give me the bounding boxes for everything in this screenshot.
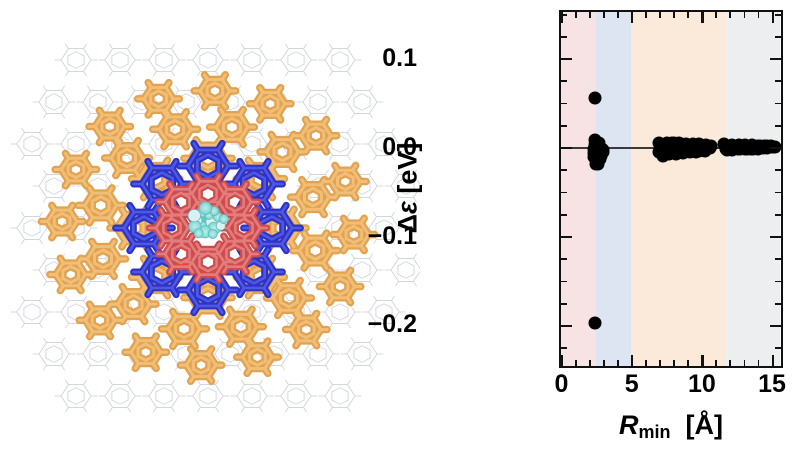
molecule-render xyxy=(10,43,420,413)
y-minor-tick-right xyxy=(775,280,781,283)
x-minor-tick-top xyxy=(687,12,690,18)
x-minor-tick xyxy=(743,360,746,366)
y-major-tick xyxy=(561,58,572,61)
x-major-tick xyxy=(701,355,704,366)
data-point xyxy=(704,139,718,153)
y-major-tick xyxy=(561,324,572,328)
x-minor-tick-top xyxy=(757,12,760,18)
x-minor-tick xyxy=(729,360,732,366)
x-minor-tick-top xyxy=(743,12,746,18)
x-major-tick-top xyxy=(561,12,564,23)
x-minor-tick-top xyxy=(729,12,732,18)
x-tick-label: 5 xyxy=(624,370,639,398)
y-minor-tick-right xyxy=(775,347,781,349)
x-major-tick xyxy=(631,355,634,366)
y-minor-tick xyxy=(561,36,567,38)
x-minor-tick-top xyxy=(617,12,619,18)
band-core xyxy=(561,12,597,366)
band-environment xyxy=(725,12,780,366)
y-minor-tick xyxy=(561,169,567,172)
data-point xyxy=(588,316,602,330)
x-minor-tick-top xyxy=(575,12,577,18)
x-minor-tick-top xyxy=(659,12,662,18)
y-minor-tick xyxy=(561,347,567,349)
x-tick-label: 10 xyxy=(687,370,716,398)
y-minor-tick xyxy=(561,258,567,261)
y-minor-tick xyxy=(561,302,567,305)
y-minor-tick xyxy=(561,102,567,105)
y-tick-label: −0.2 xyxy=(367,310,417,339)
scatter-plot-panel: 0.1 0.0 −0.1 −0.2 0 5 10 15 Δε [eV] Rmin [Å] xyxy=(368,0,800,455)
x-minor-tick xyxy=(673,360,676,366)
y-major-tick-right xyxy=(770,147,781,150)
y-minor-tick-right xyxy=(775,213,781,216)
y-minor-tick-right xyxy=(775,124,781,127)
x-minor-tick xyxy=(603,360,605,366)
x-minor-tick xyxy=(617,360,619,366)
x-axis-title: Rmin [Å] xyxy=(619,410,723,442)
x-minor-tick xyxy=(687,360,690,366)
data-point xyxy=(596,143,610,157)
data-point xyxy=(589,157,603,171)
y-minor-tick xyxy=(561,124,567,127)
x-minor-tick xyxy=(715,360,718,366)
y-minor-tick xyxy=(561,13,567,16)
x-tick-label: 0 xyxy=(554,370,569,398)
y-major-tick-right xyxy=(770,58,781,61)
y-minor-tick-right xyxy=(775,302,781,305)
y-tick-label: 0.0 xyxy=(382,132,417,161)
y-minor-tick xyxy=(561,213,567,216)
band-shell-1 xyxy=(596,12,632,366)
y-minor-tick-right xyxy=(775,169,781,172)
y-major-tick xyxy=(561,147,572,150)
y-minor-tick-right xyxy=(775,258,781,261)
x-minor-tick xyxy=(589,360,591,366)
x-major-tick xyxy=(771,355,774,366)
y-minor-tick-right xyxy=(775,13,781,16)
x-minor-tick-top xyxy=(645,12,648,18)
y-axis-title: Δε [eV] xyxy=(392,142,423,234)
y-minor-tick xyxy=(561,280,567,283)
y-minor-tick-right xyxy=(775,102,781,105)
band-shell-2 xyxy=(631,12,726,366)
molecular-structure-panel xyxy=(10,43,420,413)
y-major-tick-right xyxy=(770,236,781,239)
x-minor-tick xyxy=(645,360,648,366)
x-tick-label: 15 xyxy=(758,370,786,398)
y-tick-label: −0.1 xyxy=(367,221,417,250)
x-minor-tick-top xyxy=(603,12,605,18)
x-major-tick-top xyxy=(701,12,704,23)
x-minor-tick xyxy=(757,360,760,366)
data-point xyxy=(588,91,602,105)
y-major-tick xyxy=(561,236,572,239)
x-minor-tick xyxy=(659,360,662,366)
x-minor-tick-top xyxy=(673,12,676,18)
x-major-tick xyxy=(561,355,564,366)
y-minor-tick xyxy=(561,80,567,83)
x-minor-tick-top xyxy=(589,12,591,18)
quantum-core-cyan xyxy=(187,201,229,239)
y-minor-tick-right xyxy=(775,80,781,83)
x-minor-tick-top xyxy=(715,12,718,18)
data-point xyxy=(768,140,781,154)
x-major-tick-top xyxy=(631,12,634,23)
plot-frame xyxy=(559,10,783,368)
y-tick-label: 0.1 xyxy=(382,43,417,72)
molecule-svg xyxy=(10,43,420,413)
y-minor-tick-right xyxy=(775,36,781,38)
y-minor-tick xyxy=(561,191,567,194)
x-major-tick-top xyxy=(771,12,774,23)
y-major-tick-right xyxy=(770,324,781,328)
x-minor-tick xyxy=(575,360,577,366)
y-minor-tick-right xyxy=(775,191,781,194)
shell-3-orange-highlight xyxy=(39,73,377,383)
